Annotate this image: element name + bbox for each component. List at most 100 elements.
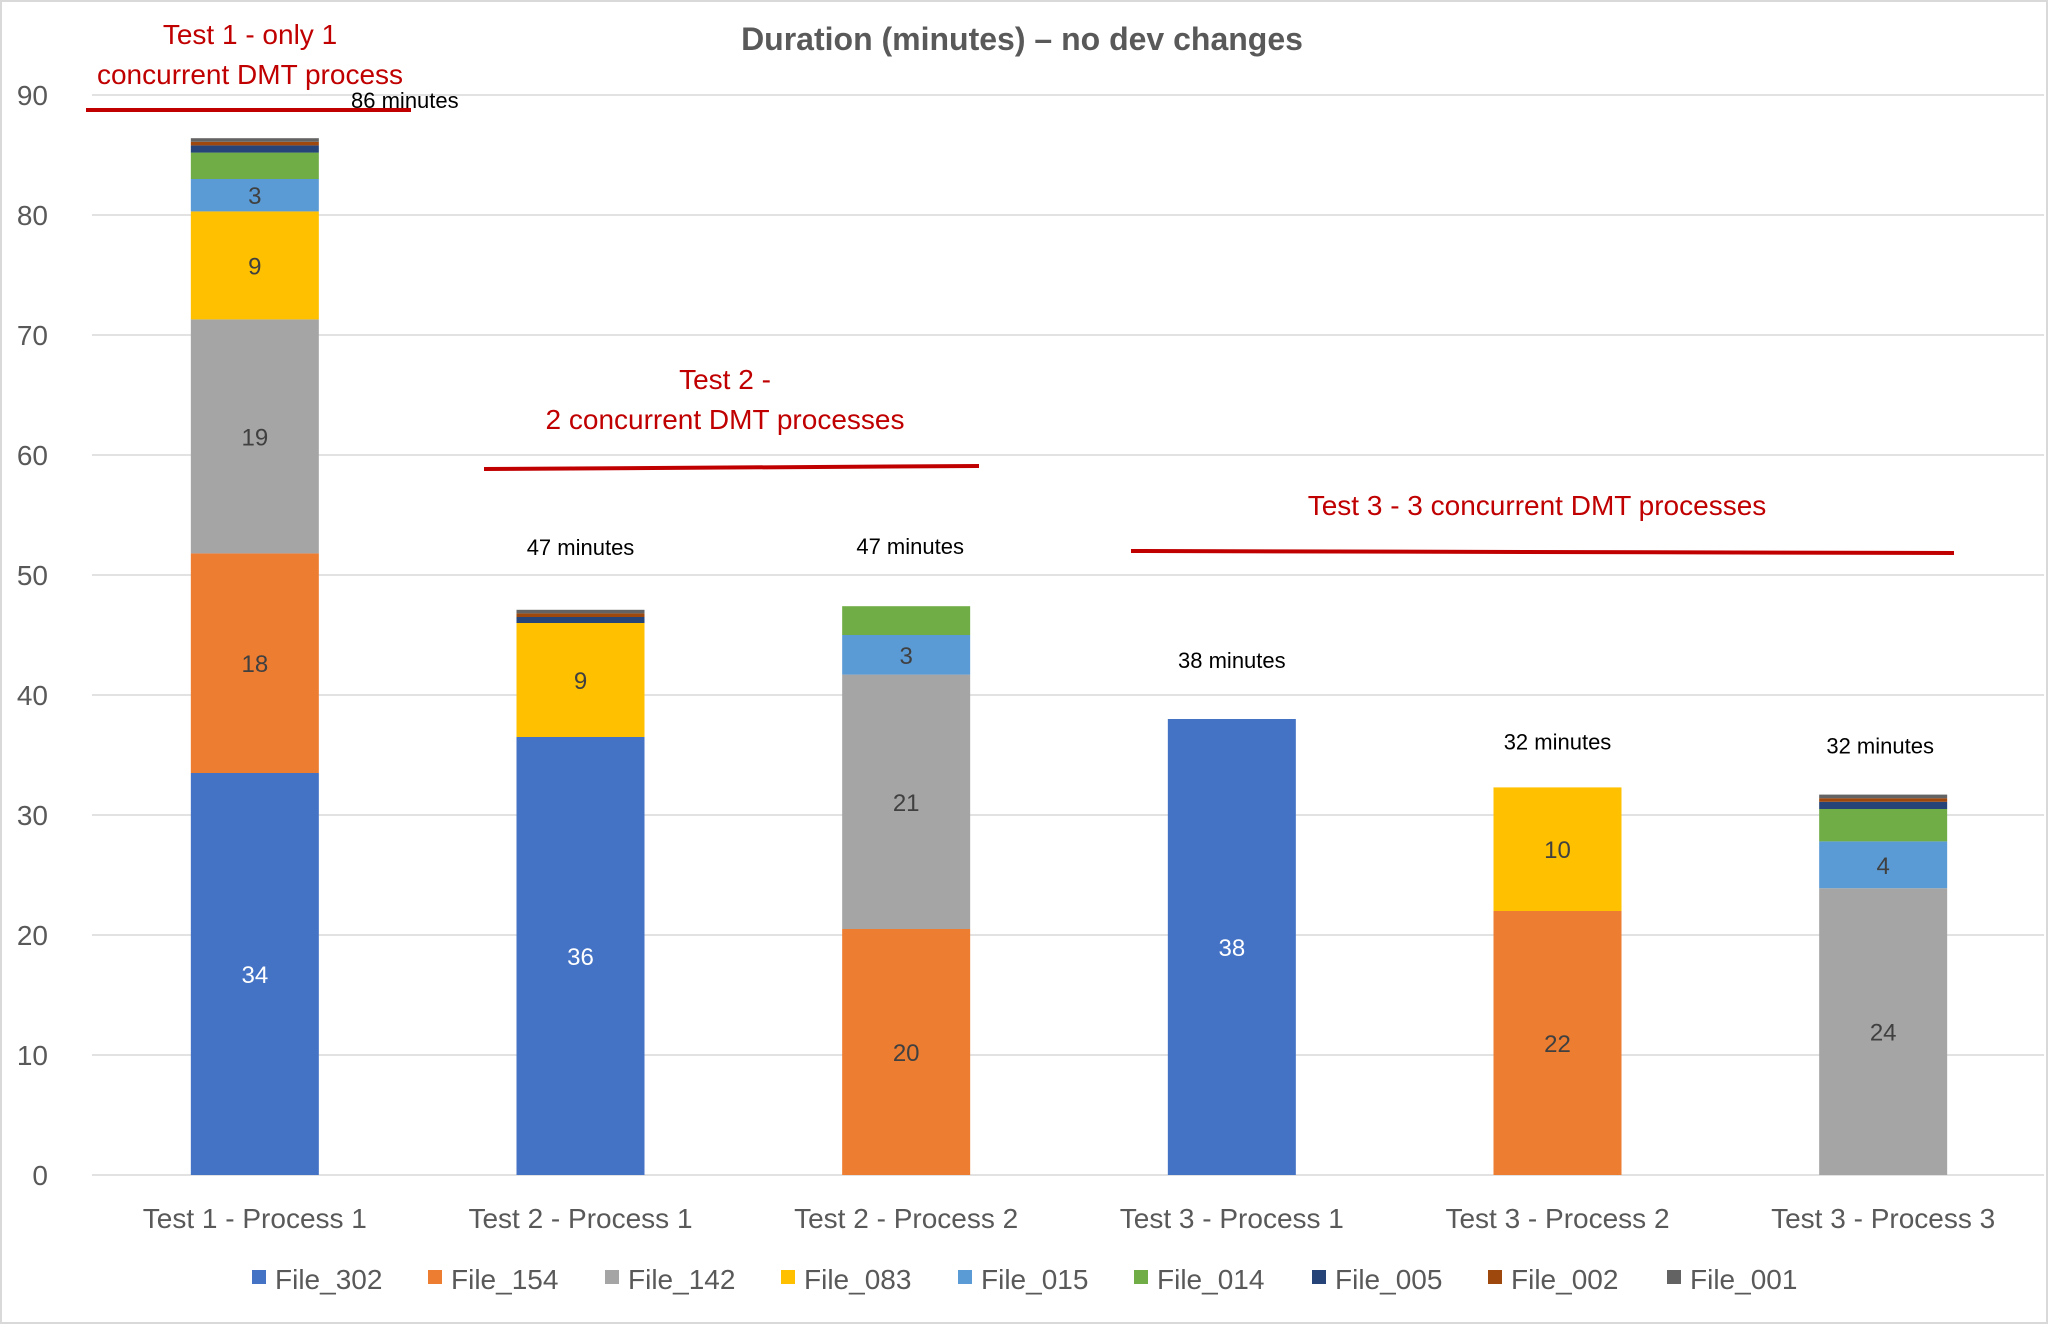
legend-item: File_142 (605, 1264, 735, 1295)
legend-label: File_014 (1157, 1264, 1264, 1295)
annotation-underline (483, 464, 980, 471)
legend-label: File_002 (1511, 1264, 1618, 1295)
annotation-text: Test 3 - 3 concurrent DMT processes (1308, 490, 1767, 521)
bar-value-label: 24 (1870, 1020, 1897, 1047)
annotation-text: concurrent DMT process (97, 59, 403, 90)
bar-segment-file-302 (1167, 719, 1296, 1175)
category-label: Test 1 - Process 1 (143, 1203, 367, 1234)
bar-value-label: 3 (899, 643, 912, 670)
bar-segment-file-154 (1493, 911, 1622, 1175)
chart-title: Duration (minutes) – no dev changes (741, 21, 1303, 57)
y-tick-label: 70 (17, 320, 48, 351)
bar-segment-file-142 (1819, 888, 1948, 1175)
category-label: Test 3 - Process 1 (1120, 1203, 1344, 1234)
gridlines (92, 94, 2044, 1176)
bar-segment-file-002 (1819, 798, 1948, 802)
bar-value-label: 36 (567, 944, 594, 971)
bar-segment-file-002 (516, 613, 645, 617)
legend-item: File_005 (1312, 1264, 1442, 1295)
legend-swatch (252, 1270, 266, 1284)
bar-total-label: 47 minutes (856, 534, 964, 559)
legend-label: File_302 (275, 1264, 382, 1295)
y-tick-label: 90 (17, 80, 48, 111)
annotation-text: Test 2 - (679, 364, 771, 395)
y-tick-label: 40 (17, 680, 48, 711)
legend-item: File_302 (252, 1264, 382, 1295)
bar-segment-file-005 (1819, 801, 1948, 809)
bar-segment-file-142 (190, 319, 319, 554)
legend-label: File_154 (451, 1264, 558, 1295)
legend-swatch (1667, 1270, 1681, 1284)
bar-value-label: 18 (241, 651, 268, 678)
annotation-text: Test 1 - only 1 (163, 19, 337, 50)
bar-segment-file-083 (190, 211, 319, 320)
bar-segment-file-001 (190, 138, 319, 142)
legend-swatch (781, 1270, 795, 1284)
y-tick-label: 10 (17, 1040, 48, 1071)
y-axis: 0 10 20 30 40 50 60 70 80 90 (17, 80, 48, 1191)
bar-segment-file-154 (842, 929, 971, 1175)
annotations: Test 1 - only 1 concurrent DMT process Tes… (86, 19, 1955, 555)
bar-total-label: 38 minutes (1178, 648, 1286, 673)
bar-segment-file-014 (842, 606, 971, 635)
annotation-underline (1130, 549, 1955, 555)
bar-segment-file-302 (190, 773, 319, 1175)
legend: File_302 File_154 File_142 File_083 File_015… (252, 1264, 1797, 1295)
legend-label: File_142 (628, 1264, 735, 1295)
bar-segment-file-083 (1493, 787, 1622, 911)
bar-total-label: 47 minutes (527, 535, 635, 560)
legend-label: File_005 (1335, 1264, 1442, 1295)
legend-item: File_014 (1134, 1264, 1264, 1295)
bar-segment-file-001 (1819, 794, 1948, 799)
bar-total-label: 32 minutes (1504, 729, 1612, 754)
y-tick-label: 80 (17, 200, 48, 231)
legend-item: File_083 (781, 1264, 911, 1295)
bar-segment-file-015 (842, 635, 971, 675)
legend-label: File_015 (981, 1264, 1088, 1295)
legend-item: File_001 (1667, 1264, 1797, 1295)
bar-value-label: 9 (574, 668, 587, 695)
bar-segment-file-014 (1819, 809, 1948, 842)
bar-segment-file-083 (516, 623, 645, 737)
y-tick-label: 0 (32, 1160, 48, 1191)
bar-value-label: 4 (1876, 853, 1889, 880)
legend-item: File_015 (958, 1264, 1088, 1295)
category-label: Test 3 - Process 3 (1771, 1203, 1995, 1234)
bar-segment-file-154 (190, 553, 319, 773)
bar-value-label: 19 (241, 424, 268, 451)
bar-segment-file-015 (190, 179, 319, 212)
bar-segment-file-142 (842, 674, 971, 929)
legend-swatch (958, 1270, 972, 1284)
y-tick-label: 30 (17, 800, 48, 831)
bar-value-label: 22 (1544, 1031, 1571, 1058)
annotation-text: 2 concurrent DMT processes (546, 404, 905, 435)
bar-value-label: 3 (248, 183, 261, 210)
legend-label: File_001 (1690, 1264, 1797, 1295)
category-label: Test 3 - Process 2 (1445, 1203, 1669, 1234)
legend-swatch (1134, 1270, 1148, 1284)
category-label: Test 2 - Process 1 (468, 1203, 692, 1234)
bar-segment-file-002 (190, 141, 319, 146)
bar-segment-file-001 (516, 609, 645, 614)
legend-item: File_154 (428, 1264, 558, 1295)
bar-value-label: 10 (1544, 837, 1571, 864)
x-axis: Test 1 - Process 1 Test 2 - Process 1 Test… (143, 1203, 1995, 1234)
bar-segment-file-005 (516, 617, 645, 623)
bar-value-label: 9 (248, 253, 261, 280)
y-tick-label: 50 (17, 560, 48, 591)
bar-total-label: 32 minutes (1826, 734, 1934, 759)
bar-value-label: 38 (1218, 935, 1245, 962)
legend-swatch (1312, 1270, 1326, 1284)
y-tick-label: 20 (17, 920, 48, 951)
legend-swatch (1488, 1270, 1502, 1284)
bar-segment-file-014 (190, 152, 319, 179)
legend-swatch (605, 1270, 619, 1284)
legend-swatch (428, 1270, 442, 1284)
bar-value-label: 34 (241, 962, 268, 989)
bar-value-label: 20 (893, 1040, 920, 1067)
legend-label: File_083 (804, 1264, 911, 1295)
